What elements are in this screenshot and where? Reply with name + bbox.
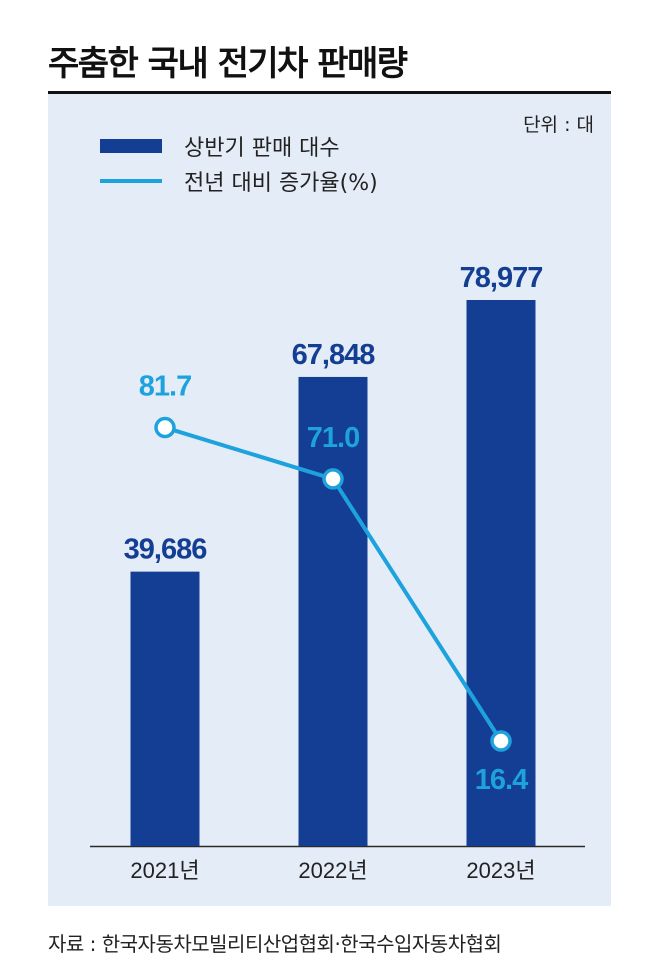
bar-3 (466, 300, 536, 846)
rate-marker-2 (322, 468, 344, 490)
chart-title: 주춤한 국내 전기차 판매량 (48, 44, 408, 84)
unit-label: 단위 : 대 (523, 114, 594, 136)
source-note: 자료 : 한국자동차모빌리티산업협회·한국수입자동차협회 (48, 932, 502, 956)
rate-value-label-2: 71.0 (307, 422, 359, 454)
x-tick-label-2: 2022년 (298, 858, 367, 883)
legend-label-line: 전년 대비 증가율(%) (184, 171, 378, 196)
legend-line-swatch (100, 179, 162, 183)
legend-label-bars: 상반기 판매 대수 (184, 136, 340, 161)
legend-item-bars: 상반기 판매 대수 (100, 131, 340, 161)
x-tick-label-1: 2021년 (130, 858, 199, 883)
title-divider (48, 91, 611, 94)
bar-value-label-1: 39,686 (124, 534, 208, 566)
legend-item-line: 전년 대비 증가율(%) (100, 166, 378, 196)
rate-marker-1 (154, 416, 176, 439)
bar-value-label-2: 67,848 (292, 339, 376, 371)
bar-value-label-3: 78,977 (460, 262, 543, 294)
bar-1 (130, 571, 200, 846)
rate-value-label-3: 16.4 (475, 764, 528, 796)
rate-value-label-1: 81.7 (139, 371, 191, 403)
rate-marker-3 (490, 730, 512, 752)
bar-2 (298, 376, 368, 846)
legend-bar-swatch (100, 139, 162, 153)
x-tick-label-3: 2023년 (466, 858, 535, 883)
